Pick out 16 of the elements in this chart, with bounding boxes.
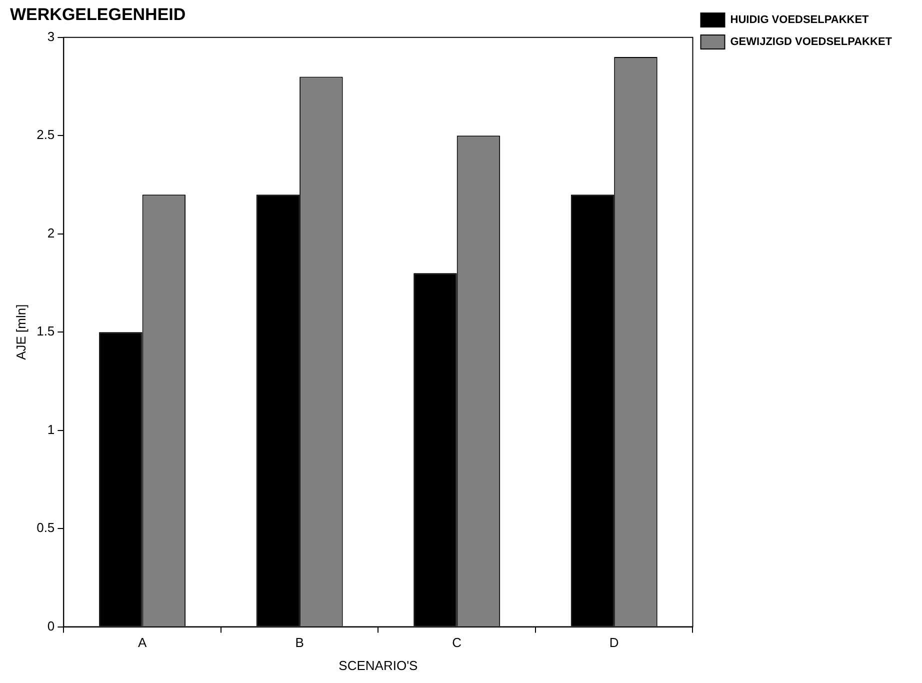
x-tick-label: A: [138, 635, 147, 650]
x-tick-label: D: [609, 635, 619, 650]
x-tick-label: B: [295, 635, 304, 650]
legend-label: HUIDIG VOEDSELPAKKET: [730, 14, 870, 26]
y-tick-label: 0.5: [36, 520, 55, 536]
y-tick-label: 2.5: [36, 127, 55, 142]
y-tick-label: 1: [47, 422, 55, 437]
x-tick-label: C: [452, 635, 462, 650]
y-axis-title: AJE [mln]: [13, 304, 28, 360]
y-tick-label: 3: [47, 28, 55, 44]
y-tick-label: 1.5: [36, 324, 55, 339]
y-tick-label: 2: [47, 225, 55, 240]
chart-title: WERKGELEGENHEID: [10, 4, 186, 24]
x-axis-title: SCENARIO'S: [338, 658, 418, 673]
y-tick-label: 0: [47, 618, 55, 634]
legend-label: GEWIJZIGD VOEDSELPAKKET: [730, 36, 892, 48]
